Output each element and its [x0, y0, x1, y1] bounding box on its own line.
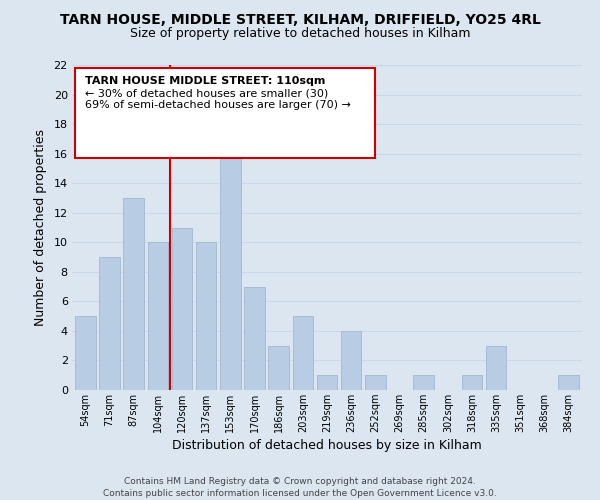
Bar [268, 346, 289, 390]
FancyBboxPatch shape [74, 68, 376, 158]
Bar [341, 331, 361, 390]
Bar [317, 375, 337, 390]
Bar [462, 375, 482, 390]
Bar [486, 346, 506, 390]
Text: Size of property relative to detached houses in Kilham: Size of property relative to detached ho… [130, 28, 470, 40]
Bar [244, 286, 265, 390]
Bar [124, 198, 144, 390]
Y-axis label: Number of detached properties: Number of detached properties [34, 129, 47, 326]
Text: TARN HOUSE, MIDDLE STREET, KILHAM, DRIFFIELD, YO25 4RL: TARN HOUSE, MIDDLE STREET, KILHAM, DRIFF… [59, 12, 541, 26]
Bar [559, 375, 579, 390]
Text: TARN HOUSE MIDDLE STREET: 110sqm: TARN HOUSE MIDDLE STREET: 110sqm [85, 76, 325, 86]
Bar [220, 124, 241, 390]
X-axis label: Distribution of detached houses by size in Kilham: Distribution of detached houses by size … [172, 439, 482, 452]
Bar [172, 228, 192, 390]
Bar [293, 316, 313, 390]
Bar [196, 242, 217, 390]
Bar [75, 316, 95, 390]
Bar [148, 242, 168, 390]
Bar [99, 257, 120, 390]
Text: 69% of semi-detached houses are larger (70) →: 69% of semi-detached houses are larger (… [85, 100, 350, 110]
Bar [365, 375, 386, 390]
Bar [413, 375, 434, 390]
Text: Contains HM Land Registry data © Crown copyright and database right 2024.: Contains HM Land Registry data © Crown c… [124, 478, 476, 486]
Text: Contains public sector information licensed under the Open Government Licence v3: Contains public sector information licen… [103, 489, 497, 498]
Text: ← 30% of detached houses are smaller (30): ← 30% of detached houses are smaller (30… [85, 88, 328, 99]
